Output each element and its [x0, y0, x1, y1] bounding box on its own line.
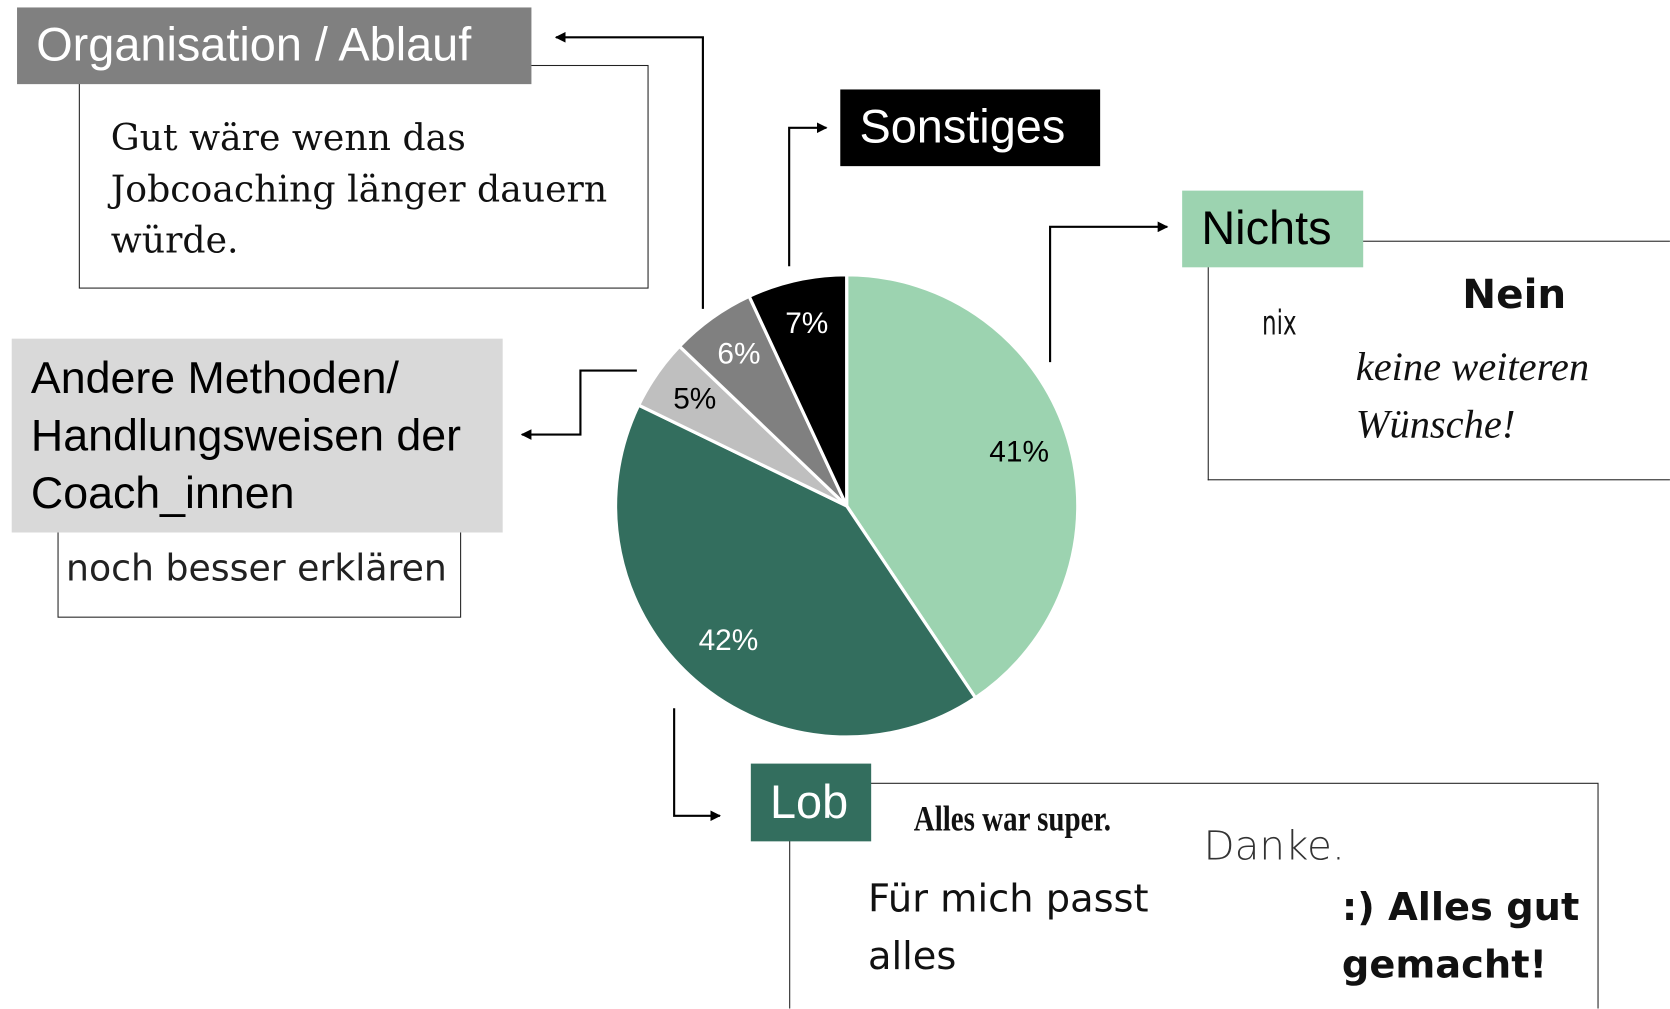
comment-box: [78, 64, 649, 289]
comment: keine weiteren Wünsche!: [1355, 345, 1590, 448]
value-label: 5%: [673, 382, 716, 415]
pie-slice: [845, 273, 1080, 700]
category-label: Organisation / Ablauf: [17, 7, 532, 85]
pie-slice: [747, 273, 849, 507]
value-label: 42%: [699, 624, 759, 657]
comment-box: [789, 782, 1599, 1009]
comment-box: [57, 521, 462, 618]
comment: nix: [1262, 302, 1297, 343]
category-label: Andere Methoden/ Handlungsweisen der Coa…: [11, 338, 503, 533]
comment: Nein: [1462, 270, 1567, 318]
pie-slice: [614, 403, 978, 739]
value-label: 6%: [717, 338, 760, 371]
arrow: [673, 708, 722, 822]
comment: noch besser erklären: [66, 547, 447, 591]
arrow: [520, 369, 637, 440]
comment: Gut wäre wenn das Jobcoaching länger dau…: [110, 117, 608, 262]
category-label: Sonstiges: [840, 89, 1101, 167]
value-label: 41%: [989, 435, 1049, 468]
arrow: [788, 122, 828, 267]
comment: Danke.: [1203, 822, 1345, 870]
arrow: [1049, 221, 1169, 363]
category-label: Lob: [750, 763, 872, 842]
comment: :) Alles gut gemacht!: [1341, 886, 1580, 988]
comment: Für mich passt alles: [867, 877, 1149, 979]
value-label: 7%: [785, 307, 828, 340]
arrows: [520, 31, 1169, 822]
comment-box: [1207, 240, 1670, 481]
arrow: [554, 31, 704, 309]
comment: Alles war super.: [913, 799, 1111, 840]
category-label: Nichts: [1182, 190, 1364, 268]
